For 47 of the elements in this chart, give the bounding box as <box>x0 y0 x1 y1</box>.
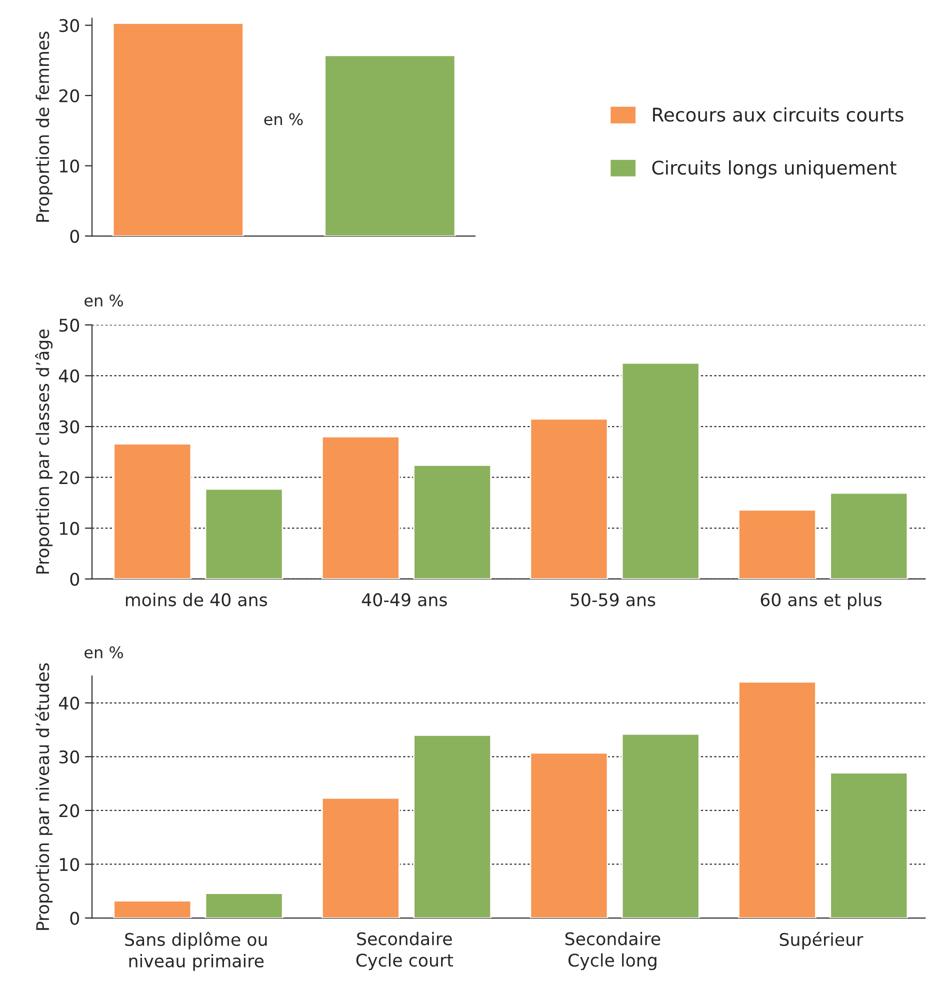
y-tick-label: 30 <box>59 420 80 434</box>
bar <box>530 752 608 918</box>
annotation: en % <box>264 113 303 126</box>
y-tick-label: 50 <box>59 318 80 332</box>
text: en % <box>84 646 123 658</box>
bar <box>204 892 284 918</box>
legend-label: Recours aux circuits courts <box>653 107 904 122</box>
y-tick-label: 0 <box>70 912 80 925</box>
y-tick-label: 20 <box>59 804 80 818</box>
y-tick-label: 0 <box>70 230 80 243</box>
bar <box>738 509 816 579</box>
y-axis-title: Proportion de femmes <box>36 32 53 222</box>
y-tick-label: 40 <box>58 369 80 383</box>
bar <box>830 492 908 579</box>
bar <box>113 900 192 918</box>
x-tick-label: Supérieur <box>780 932 864 950</box>
y-axis-title: Proportion par niveau d’études <box>35 663 53 930</box>
y-tick-label: 0 <box>70 572 80 586</box>
bar <box>321 436 400 579</box>
x-tick-label: Sans diplôme ou niveau primaire <box>125 932 267 971</box>
y-tick-label: 40 <box>58 696 80 710</box>
bar <box>738 681 816 918</box>
y-tick-label: 20 <box>59 89 80 102</box>
x-tick-label: 50-59 ans <box>570 593 656 606</box>
x-tick-label: Secondaire Cycle long <box>565 932 660 970</box>
x-tick-label: 40-49 ans <box>362 593 447 606</box>
bar <box>413 464 492 579</box>
bar <box>621 733 700 918</box>
text: en % <box>84 294 123 307</box>
y-tick-label: 30 <box>59 750 80 764</box>
x-tick-label: moins de 40 ans <box>126 592 268 606</box>
bar <box>204 488 284 579</box>
y-tick-label: 20 <box>59 471 80 484</box>
bar <box>321 797 400 918</box>
bar <box>621 362 700 579</box>
y-axis-title: Proportion par classes d’âge <box>35 330 53 574</box>
y-tick-label: 10 <box>60 159 80 173</box>
y-tick-label: 10 <box>60 522 80 536</box>
bar <box>530 418 608 579</box>
legend-label: Circuits longs uniquement <box>652 160 896 178</box>
x-tick-label: Secondaire Cycle court <box>356 932 454 970</box>
bar <box>413 734 492 918</box>
y-tick-label: 10 <box>60 858 80 872</box>
bar <box>113 443 192 579</box>
y-tick-label: 30 <box>59 18 80 32</box>
x-tick-label: 60 ans et plus <box>760 592 882 610</box>
bar <box>830 772 908 918</box>
